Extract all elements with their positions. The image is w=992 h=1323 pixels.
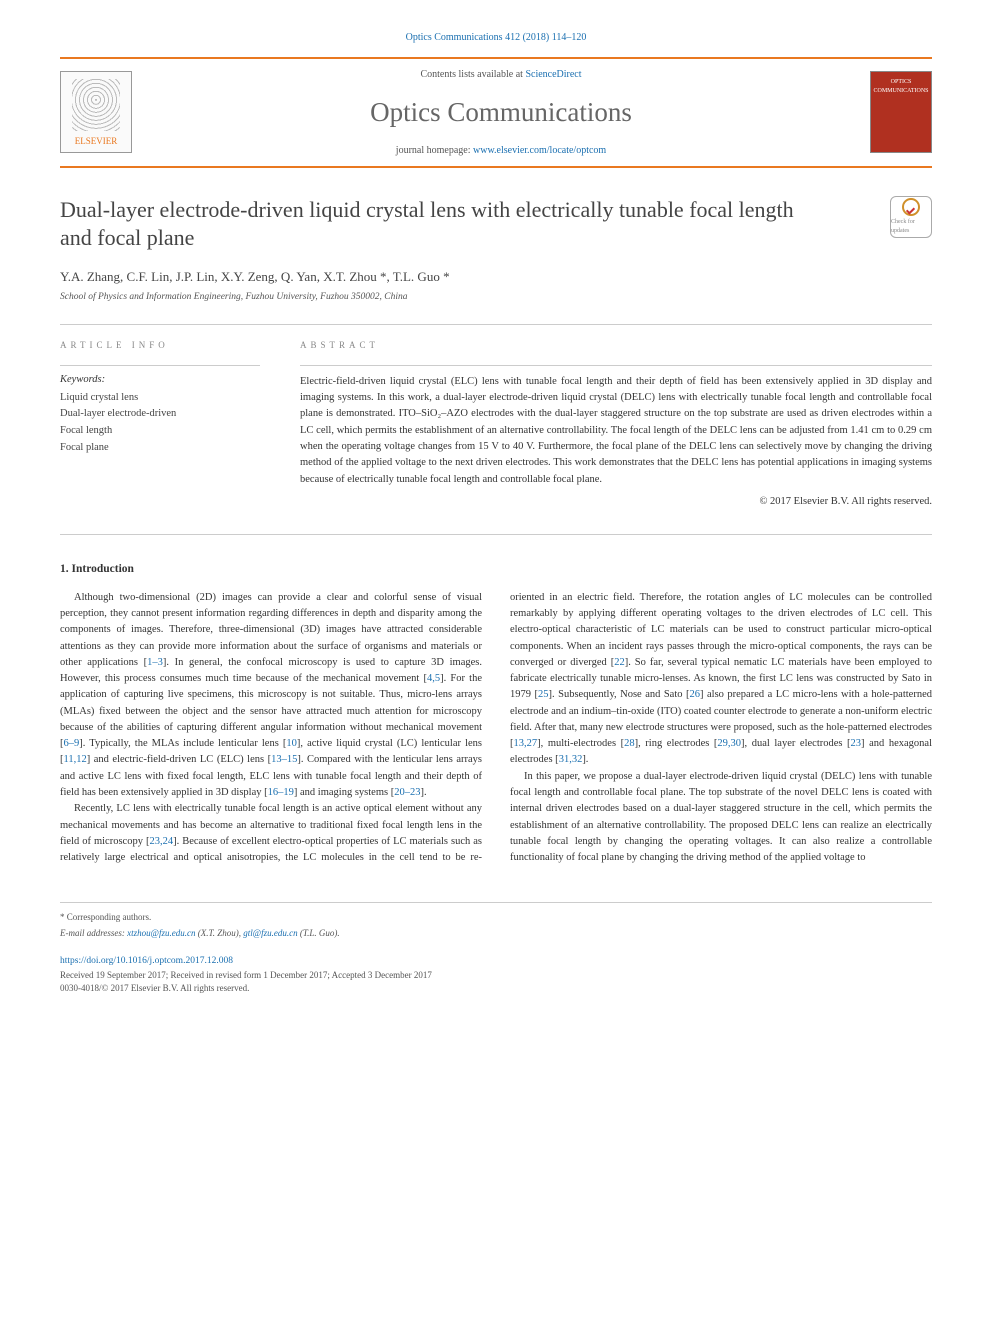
info-abstract-row: ARTICLE INFO Keywords: Liquid crystal le… [60, 339, 932, 509]
history-line: Received 19 September 2017; Received in … [60, 969, 932, 983]
check-updates-badge[interactable]: Check for updates [890, 196, 932, 238]
journal-cover-thumb[interactable]: OPTICS COMMUNICATIONS [870, 71, 932, 153]
article-info-label: ARTICLE INFO [60, 339, 260, 353]
contents-line: Contents lists available at ScienceDirec… [132, 67, 870, 82]
check-label: Check for updates [891, 218, 931, 236]
corresponding-note: * Corresponding authors. [60, 911, 932, 925]
section-heading: 1. Introduction [60, 561, 932, 578]
elsevier-tree-icon [72, 79, 120, 131]
citation-link[interactable]: Optics Communications 412 (2018) 114–120 [406, 32, 587, 43]
contents-prefix: Contents lists available at [420, 69, 525, 80]
footer-block: * Corresponding authors. E-mail addresse… [60, 902, 932, 995]
masthead-center: Contents lists available at ScienceDirec… [132, 67, 870, 158]
publisher-logo[interactable]: ELSEVIER [60, 71, 132, 153]
running-header: Optics Communications 412 (2018) 114–120 [60, 30, 932, 45]
email2-name: (T.L. Guo). [298, 928, 340, 938]
issn-line: 0030-4018/© 2017 Elsevier B.V. All right… [60, 982, 932, 996]
cover-label: OPTICS COMMUNICATIONS [873, 79, 928, 94]
publisher-label: ELSEVIER [75, 135, 118, 149]
keyword-item: Dual-layer electrode-driven [60, 406, 260, 423]
divider [60, 324, 932, 325]
abstract-copyright: © 2017 Elsevier B.V. All rights reserved… [300, 494, 932, 510]
keyword-item: Liquid crystal lens [60, 390, 260, 407]
body-columns: Although two-dimensional (2D) images can… [60, 590, 932, 867]
article-title: Dual-layer electrode-driven liquid cryst… [60, 196, 820, 253]
keyword-item: Focal length [60, 423, 260, 440]
check-icon [902, 198, 920, 216]
journal-masthead: ELSEVIER Contents lists available at Sci… [60, 57, 932, 168]
keyword-item: Focal plane [60, 440, 260, 457]
title-row: Dual-layer electrode-driven liquid cryst… [60, 196, 932, 253]
email-label: E-mail addresses: [60, 928, 127, 938]
author-list: Y.A. Zhang, C.F. Lin, J.P. Lin, X.Y. Zen… [60, 267, 932, 287]
body-paragraph: In this paper, we propose a dual-layer e… [510, 769, 932, 867]
divider [60, 534, 932, 535]
abstract-text: Electric-field-driven liquid crystal (EL… [300, 365, 932, 488]
body-section: 1. Introduction Although two-dimensional… [60, 561, 932, 867]
abstract-label: ABSTRACT [300, 339, 932, 353]
email-link-1[interactable]: xtzhou@fzu.edu.cn [127, 928, 195, 938]
body-paragraph: Although two-dimensional (2D) images can… [60, 590, 482, 801]
sciencedirect-link[interactable]: ScienceDirect [525, 69, 581, 80]
affiliation: School of Physics and Information Engine… [60, 290, 932, 304]
doi-link[interactable]: https://doi.org/10.1016/j.optcom.2017.12… [60, 956, 233, 966]
email1-name: (X.T. Zhou), [195, 928, 243, 938]
email-line: E-mail addresses: xtzhou@fzu.edu.cn (X.T… [60, 927, 932, 941]
journal-name: Optics Communications [132, 92, 870, 133]
abstract-column: ABSTRACT Electric-field-driven liquid cr… [300, 339, 932, 509]
article-info-column: ARTICLE INFO Keywords: Liquid crystal le… [60, 339, 260, 509]
homepage-prefix: journal homepage: [396, 145, 473, 156]
homepage-link[interactable]: www.elsevier.com/locate/optcom [473, 145, 606, 156]
email-link-2[interactable]: gtl@fzu.edu.cn [243, 928, 297, 938]
homepage-line: journal homepage: www.elsevier.com/locat… [132, 143, 870, 158]
keywords-heading: Keywords: [60, 365, 260, 388]
